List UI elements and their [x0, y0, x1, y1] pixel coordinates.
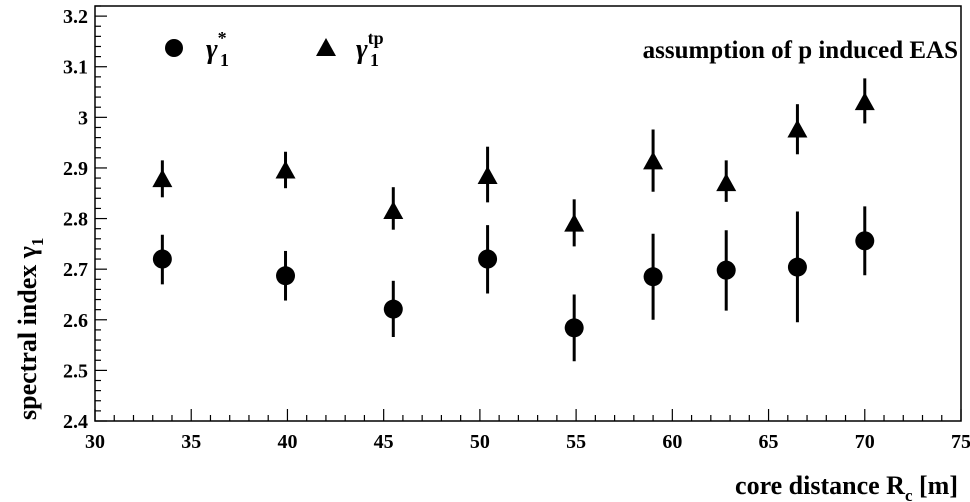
x-tick-label: 65 — [759, 431, 779, 453]
x-tick-label: 40 — [277, 431, 297, 453]
y-axis-label-sub: 1 — [28, 238, 47, 247]
data-point-triangle — [152, 169, 173, 188]
legend-label-gamma-star-sup: * — [218, 28, 227, 48]
y-axis-label-main: spectral index γ — [13, 246, 42, 420]
y-tick-label: 3 — [78, 107, 88, 129]
y-tick-label: 2.7 — [63, 259, 88, 281]
y-axis-label: spectral index γ1 — [13, 238, 47, 420]
data-point-circle — [564, 318, 584, 338]
x-axis-label-unit: [m] — [913, 471, 958, 500]
y-tick-label: 2.9 — [63, 158, 88, 180]
axis-ticks — [94, 5, 962, 422]
data-point-triangle — [787, 119, 808, 138]
chart-title: assumption of p induced EAS — [643, 37, 958, 64]
legend-marker-circle — [165, 39, 183, 57]
data-point-triangle — [643, 151, 664, 170]
legend: γ* 1 γtp 1 — [165, 28, 384, 70]
y-tick-label: 2.8 — [63, 209, 88, 231]
y-tick-label: 2.5 — [63, 360, 88, 382]
tick-labels: 30 35 40 45 50 55 60 65 70 75 2.4 2.5 2.6 2.7 2.8 2.9 3 3… — [63, 6, 970, 453]
data-point-triangle — [854, 92, 875, 111]
data-point-circle — [716, 260, 736, 280]
legend-label-gamma-star-base: γ — [206, 34, 218, 65]
data-point-circle — [383, 299, 403, 319]
x-axis-label: core distance Rc [m] — [735, 471, 958, 502]
legend-marker-triangle — [316, 38, 336, 56]
x-tick-label: 75 — [951, 431, 970, 453]
y-tick-label: 2.4 — [63, 411, 88, 433]
y-tick-label: 3.1 — [63, 57, 88, 79]
data-points — [152, 78, 875, 362]
legend-label-gamma-star-sub: 1 — [220, 50, 229, 70]
x-tick-label: 70 — [855, 431, 875, 453]
x-axis-label-main: core distance R — [735, 471, 905, 500]
y-tick-label: 2.6 — [63, 310, 88, 332]
legend-label-gamma-tp-sup: tp — [368, 28, 384, 48]
data-point-circle — [276, 266, 296, 286]
legend-label-gamma-tp: γtp 1 — [356, 28, 384, 70]
data-point-circle — [643, 267, 663, 287]
x-tick-label: 50 — [470, 431, 490, 453]
data-point-circle — [787, 257, 807, 277]
x-tick-label: 35 — [181, 431, 201, 453]
x-tick-label: 30 — [85, 431, 105, 453]
data-point-circle — [855, 231, 875, 251]
x-tick-label: 55 — [566, 431, 586, 453]
x-tick-label: 45 — [374, 431, 394, 453]
legend-label-gamma-tp-sub: 1 — [370, 50, 379, 70]
data-point-triangle — [383, 200, 404, 219]
data-point-circle — [478, 249, 498, 269]
data-point-triangle — [564, 213, 585, 232]
data-point-triangle — [275, 160, 296, 179]
data-point-circle — [152, 249, 172, 269]
data-point-triangle — [477, 166, 498, 185]
legend-label-gamma-tp-base: γ — [356, 34, 368, 65]
x-axis-label-sub: c — [905, 486, 913, 502]
data-point-triangle — [716, 173, 737, 192]
legend-label-gamma-star: γ* 1 — [206, 28, 229, 70]
y-tick-label: 3.2 — [63, 6, 88, 28]
x-tick-label: 60 — [662, 431, 682, 453]
plot-frame — [94, 5, 962, 422]
